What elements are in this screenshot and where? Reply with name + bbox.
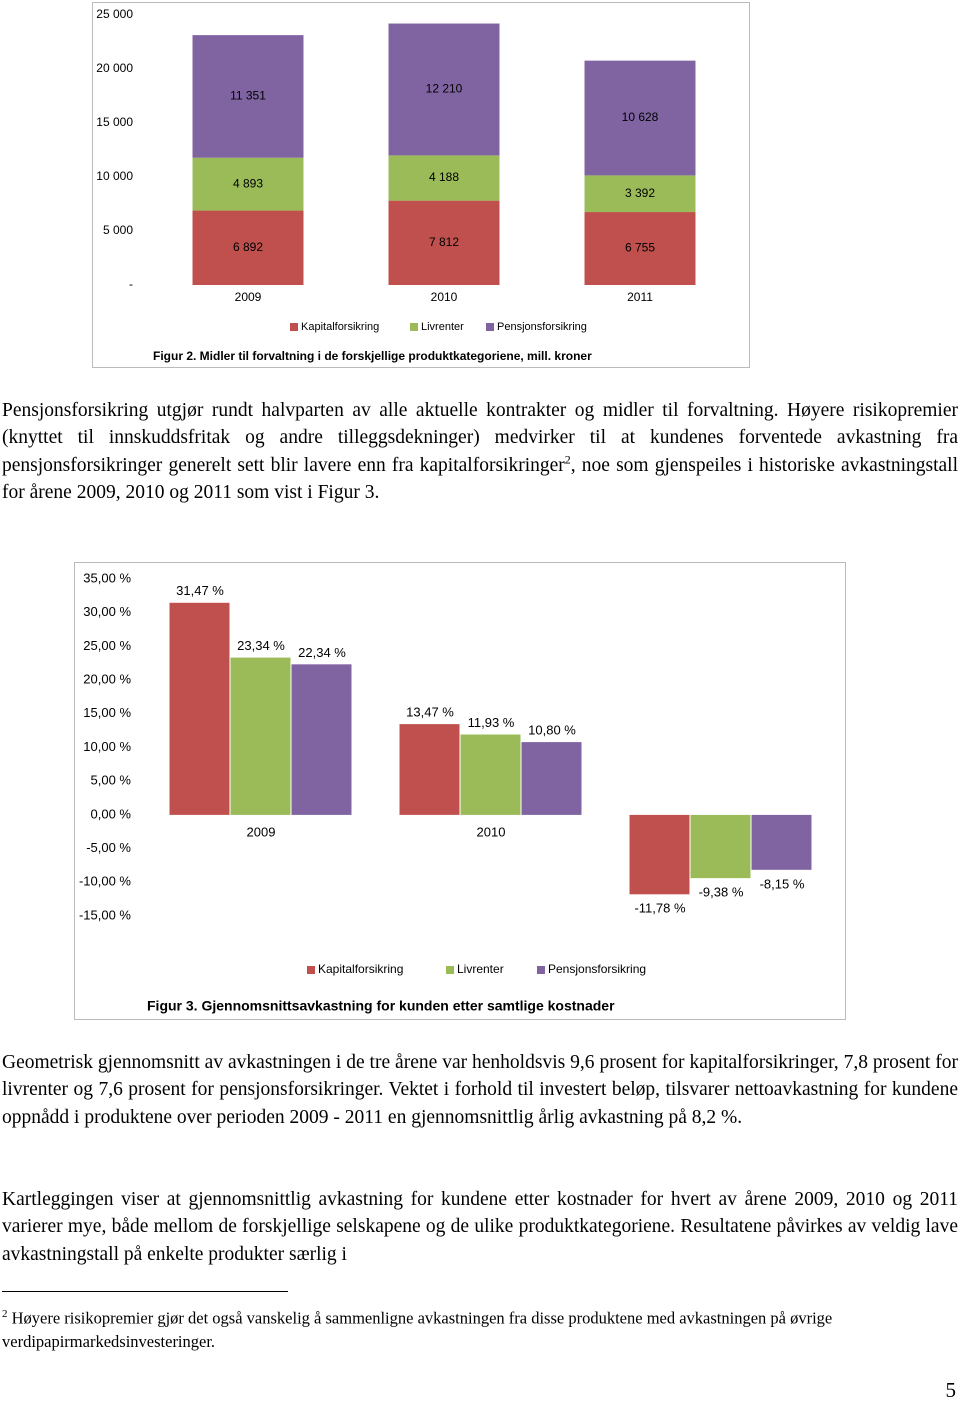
- y-tick-label: 20,00 %: [83, 672, 131, 687]
- bar-segment: [584, 212, 696, 285]
- y-tick-label: 10,00 %: [83, 739, 131, 754]
- chart-caption: Figur 3. Gjennomsnittsavkastning for kun…: [147, 998, 615, 1014]
- legend-label: Livrenter: [421, 321, 464, 333]
- bar: [629, 814, 690, 895]
- bar-segment: [192, 35, 304, 158]
- y-tick-label: 30,00 %: [83, 604, 131, 619]
- y-tick-label: -: [129, 277, 133, 291]
- legend-swatch: [486, 323, 494, 331]
- chart-caption: Figur 2. Midler til forvaltning i de for…: [153, 349, 592, 363]
- data-label: 31,47 %: [176, 583, 224, 598]
- legend-swatch: [307, 966, 315, 974]
- y-tick-label: -15,00 %: [79, 907, 131, 922]
- data-label: -9,38 %: [699, 885, 744, 900]
- y-tick-label: 15 000: [96, 115, 133, 129]
- bar-segment: [584, 60, 696, 176]
- y-tick-label: -5,00 %: [86, 840, 131, 855]
- paragraph: Geometrisk gjennomsnitt av avkastningen …: [2, 1049, 958, 1131]
- legend-label: Kapitalforsikring: [301, 321, 379, 333]
- data-label: -8,15 %: [760, 876, 805, 891]
- bar: [460, 734, 521, 815]
- legend-swatch: [537, 966, 545, 974]
- y-tick-label: 25,00 %: [83, 638, 131, 653]
- y-tick-label: 10 000: [96, 169, 133, 183]
- bar: [751, 814, 812, 870]
- x-tick-label: 2009: [235, 290, 262, 304]
- bar-segment: [192, 157, 304, 211]
- paragraph: Pensjonsforsikring utgjør rundt halvpart…: [2, 397, 958, 507]
- legend-label: Pensjonsforsikring: [497, 321, 587, 333]
- data-label: 4 188: [429, 170, 459, 184]
- bar: [399, 724, 460, 815]
- data-label: 10,80 %: [528, 723, 576, 738]
- bar-segment: [584, 175, 696, 213]
- x-tick-label: 2010: [431, 290, 458, 304]
- bar-segment: [192, 210, 304, 285]
- data-label: 4 893: [233, 176, 263, 190]
- bar: [230, 657, 291, 815]
- data-label: 12 210: [426, 82, 463, 96]
- data-label: 11 351: [230, 89, 266, 103]
- y-tick-label: 5 000: [103, 223, 133, 237]
- y-tick-label: 20 000: [96, 61, 133, 75]
- bar-segment: [388, 200, 500, 285]
- chart: Figur 2. Midler til forvaltning i de for…: [92, 2, 750, 368]
- data-label: 7 812: [429, 235, 459, 249]
- footnote-ref: 2: [564, 452, 571, 467]
- legend-label: Pensjonsforsikring: [548, 962, 646, 976]
- legend-swatch: [410, 323, 418, 331]
- legend-label: Kapitalforsikring: [318, 962, 403, 976]
- data-label: 6 892: [233, 240, 263, 254]
- data-label: -11,78 %: [634, 901, 686, 916]
- paragraph: Kartleggingen viser at gjennomsnittlig a…: [2, 1186, 958, 1268]
- y-tick-label: 35,00 %: [83, 570, 131, 585]
- text: Pensjonsforsikring utgjør rundt halvpart…: [2, 400, 958, 476]
- bar: [690, 814, 751, 879]
- y-tick-label: 15,00 %: [83, 705, 131, 720]
- bar-segment: [388, 23, 500, 156]
- data-label: 23,34 %: [237, 638, 285, 653]
- data-label: 13,47 %: [406, 705, 454, 720]
- bar: [169, 602, 230, 815]
- legend-swatch: [290, 323, 298, 331]
- y-tick-label: -10,00 %: [79, 874, 131, 889]
- legend-swatch: [446, 966, 454, 974]
- bar-segment: [388, 155, 500, 201]
- data-label: 10 628: [622, 110, 659, 124]
- bar: [291, 664, 352, 815]
- footnote: 2 Høyere risikopremier gjør det også van…: [2, 1303, 952, 1353]
- footnote-rule: [2, 1291, 288, 1292]
- data-label: 3 392: [625, 186, 655, 200]
- y-tick-label: 25 000: [96, 7, 133, 21]
- x-tick-label: 2009: [247, 824, 276, 839]
- text: , noe som gjenspeiles i historiske avkas…: [2, 454, 958, 504]
- data-label: 22,34 %: [298, 645, 346, 660]
- footnote-text: Høyere risikopremier gjør det også vansk…: [2, 1308, 833, 1351]
- bar: [521, 742, 582, 815]
- text: Kartleggingen viser at gjennomsnittlig a…: [2, 1189, 958, 1265]
- x-tick-label: 2010: [477, 824, 506, 839]
- x-tick-label: 2011: [627, 290, 653, 304]
- y-tick-label: 0,00 %: [91, 806, 132, 821]
- page-number: 5: [945, 1378, 957, 1402]
- data-label: 11,93 %: [468, 715, 515, 730]
- legend-label: Livrenter: [457, 962, 504, 976]
- y-tick-label: 5,00 %: [91, 773, 132, 788]
- chart: Figur 3. Gjennomsnittsavkastning for kun…: [74, 562, 846, 1020]
- text: Geometrisk gjennomsnitt av avkastningen …: [2, 1052, 958, 1128]
- data-label: 6 755: [625, 241, 655, 255]
- footnote-mark: 2: [2, 1308, 8, 1320]
